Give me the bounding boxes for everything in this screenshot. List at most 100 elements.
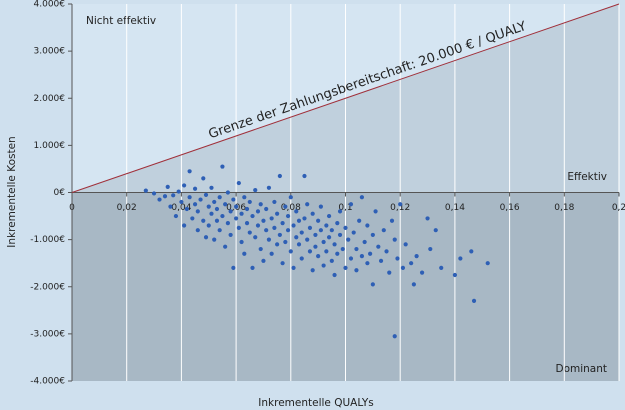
point bbox=[425, 216, 430, 221]
point bbox=[296, 242, 302, 247]
point bbox=[370, 282, 375, 287]
point bbox=[269, 251, 274, 256]
point bbox=[239, 211, 244, 216]
point bbox=[335, 221, 340, 226]
x-tick-label: 0,12 bbox=[390, 203, 410, 213]
point bbox=[335, 251, 340, 256]
x-tick-label: 0,2 bbox=[612, 203, 625, 213]
point bbox=[173, 213, 179, 219]
point bbox=[231, 197, 236, 202]
point bbox=[384, 249, 389, 254]
point bbox=[439, 265, 444, 270]
point bbox=[182, 183, 187, 188]
point bbox=[283, 239, 288, 245]
x-tick-label: 0,18 bbox=[554, 203, 574, 213]
point bbox=[234, 204, 239, 209]
point bbox=[469, 249, 474, 254]
point bbox=[307, 249, 313, 254]
point bbox=[264, 206, 269, 212]
point bbox=[373, 209, 378, 214]
point bbox=[348, 256, 354, 261]
point bbox=[272, 225, 277, 230]
x-tick-label: 0,04 bbox=[171, 203, 191, 213]
point bbox=[329, 258, 334, 263]
point bbox=[419, 270, 425, 275]
point bbox=[220, 164, 225, 169]
point bbox=[310, 268, 315, 273]
point bbox=[275, 211, 280, 216]
point bbox=[318, 204, 323, 209]
point bbox=[250, 265, 255, 270]
point bbox=[346, 237, 351, 242]
point bbox=[294, 235, 299, 240]
point bbox=[285, 213, 291, 219]
point bbox=[151, 191, 157, 196]
point bbox=[452, 272, 457, 278]
point bbox=[217, 228, 222, 233]
point bbox=[253, 188, 258, 193]
point bbox=[428, 246, 433, 252]
region-label: Effektiv bbox=[567, 171, 607, 183]
point bbox=[376, 244, 381, 249]
y-tick-label: 3.000€ bbox=[34, 47, 66, 57]
point bbox=[340, 246, 345, 252]
point bbox=[269, 216, 274, 221]
point bbox=[409, 261, 414, 266]
threshold-line bbox=[71, 3, 620, 193]
point bbox=[266, 185, 272, 190]
point bbox=[354, 246, 359, 252]
point bbox=[403, 242, 408, 247]
point bbox=[236, 180, 241, 186]
point bbox=[343, 265, 348, 270]
point bbox=[337, 232, 343, 238]
point bbox=[305, 237, 310, 242]
region-label: Nicht effektiv bbox=[86, 15, 156, 27]
point bbox=[392, 334, 397, 339]
point bbox=[400, 265, 406, 270]
point bbox=[291, 223, 296, 228]
point bbox=[280, 221, 285, 226]
point bbox=[354, 268, 359, 273]
point bbox=[190, 216, 195, 221]
point bbox=[179, 199, 184, 205]
x-tick-label: 0,16 bbox=[500, 203, 520, 213]
point bbox=[168, 204, 173, 209]
point bbox=[288, 249, 293, 254]
point bbox=[192, 202, 198, 207]
point bbox=[318, 228, 323, 233]
point bbox=[285, 228, 291, 233]
y-tick-label: -3.000€ bbox=[30, 329, 65, 339]
point bbox=[234, 216, 239, 221]
point bbox=[326, 213, 332, 219]
point bbox=[176, 189, 181, 194]
point bbox=[258, 202, 263, 207]
point bbox=[332, 272, 337, 278]
point bbox=[214, 206, 220, 212]
point bbox=[348, 202, 354, 207]
x-tick-label: 0,02 bbox=[117, 203, 137, 213]
point bbox=[203, 235, 209, 240]
point bbox=[321, 263, 326, 268]
point bbox=[162, 194, 168, 199]
point bbox=[143, 188, 148, 193]
point bbox=[351, 230, 356, 235]
point bbox=[187, 195, 192, 200]
point bbox=[458, 256, 463, 261]
point bbox=[398, 202, 403, 207]
point bbox=[365, 223, 370, 228]
point bbox=[171, 193, 176, 198]
point bbox=[242, 195, 247, 200]
y-tick-label: -1.000€ bbox=[30, 235, 65, 245]
point bbox=[261, 218, 266, 223]
point bbox=[182, 223, 187, 228]
point bbox=[283, 204, 288, 209]
point bbox=[272, 199, 277, 205]
point bbox=[220, 213, 225, 219]
point bbox=[192, 186, 198, 191]
point bbox=[389, 218, 395, 223]
x-tick-label: 0,08 bbox=[281, 203, 301, 213]
point bbox=[433, 228, 438, 233]
point bbox=[316, 218, 321, 223]
x-axis-title: Inkrementelle QUALYs bbox=[258, 397, 373, 409]
